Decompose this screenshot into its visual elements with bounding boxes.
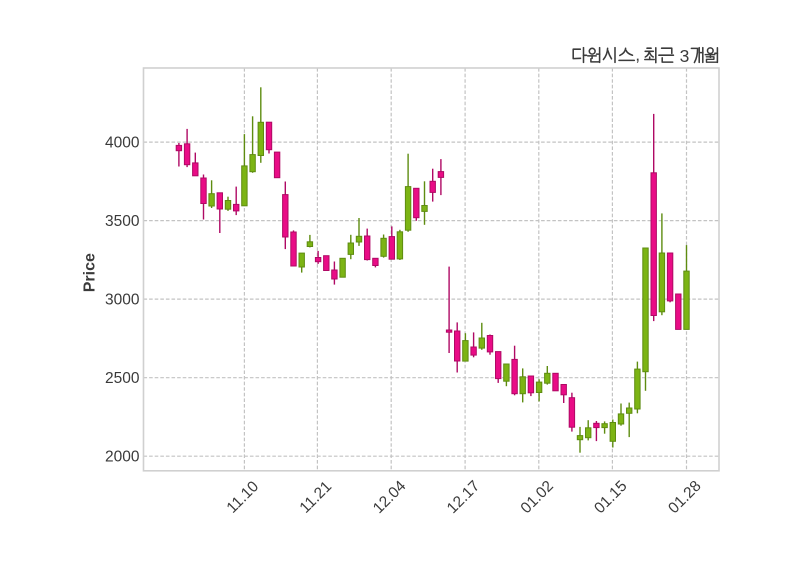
svg-text:3: 3 [680,46,690,66]
svg-text:3000: 3000 [105,291,140,308]
svg-text:2000: 2000 [105,448,140,465]
svg-text:,: , [635,45,640,65]
svg-text:4000: 4000 [105,134,140,151]
svg-text:Price: Price [82,253,99,292]
svg-text:3500: 3500 [105,213,140,230]
svg-text:2500: 2500 [105,370,140,387]
